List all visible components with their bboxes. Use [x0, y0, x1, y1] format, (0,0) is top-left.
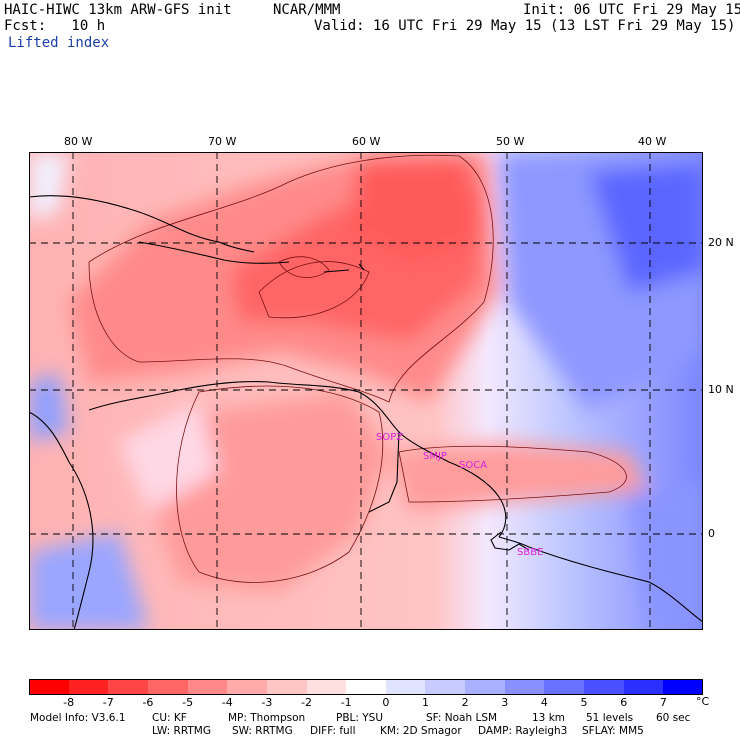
organization-label: NCAR/MMM	[273, 2, 341, 18]
colorbar-tick-label: -4	[221, 696, 233, 709]
colorbar-swatch	[623, 679, 664, 695]
colorbar-tick-label: 1	[421, 696, 429, 709]
valid-time: Valid: 16 UTC Fri 29 May 15 (13 LST Fri …	[314, 18, 736, 34]
colorbar-tick-label: 0	[382, 696, 390, 709]
colorbar-swatch	[306, 679, 347, 695]
colorbar-tick-label: 4	[540, 696, 548, 709]
colorbar-swatch	[584, 679, 625, 695]
lon-label-60w: 60 W	[352, 135, 381, 148]
surface-layer-option: SFLAY: MM5	[582, 725, 644, 737]
lat-label-0: 0	[708, 527, 715, 540]
colorbar-tick-label: 7	[659, 696, 667, 709]
lifted-index-map	[29, 152, 703, 630]
station-label-soca: SOCA	[459, 460, 488, 471]
colorbar-tick-label: -8	[63, 696, 75, 709]
colorbar-swatch	[504, 679, 545, 695]
colorbar-swatch	[187, 679, 228, 695]
longwave-scheme: LW: RRTMG	[152, 725, 211, 737]
colorbar-swatch	[346, 679, 387, 695]
model-info: Model Info: V3.6.1	[30, 712, 126, 724]
surface-scheme: SF: Noah LSM	[426, 712, 498, 724]
colorbar-tick-label: 2	[461, 696, 469, 709]
model-title: HAIC-HIWC 13km ARW-GFS init	[4, 2, 232, 18]
vertical-levels: 51 levels	[586, 712, 634, 724]
colorbar-swatch	[108, 679, 149, 695]
colorbar-swatch	[425, 679, 466, 695]
colorbar-tick-label: 6	[620, 696, 628, 709]
colorbar-tick-label: -3	[261, 696, 273, 709]
cumulus-scheme: CU: KF	[152, 712, 187, 724]
init-time: Init: 06 UTC Fri 29 May 15	[523, 2, 740, 18]
lat-label-20n: 20 N	[708, 236, 734, 249]
colorbar-tick-label: 3	[501, 696, 509, 709]
time-step: 60 sec	[656, 712, 691, 724]
map-frame	[29, 152, 703, 630]
damping-option: DAMP: Rayleigh3	[478, 725, 568, 737]
colorbar-tick-label: -2	[301, 696, 312, 709]
colorbar-swatch	[465, 679, 506, 695]
pbl-scheme: PBL: YSU	[336, 712, 384, 724]
diffusion-option: DIFF: full	[310, 725, 356, 737]
microphysics-scheme: MP: Thompson	[228, 712, 306, 724]
lon-label-80w: 80 W	[64, 135, 93, 148]
colorbar-swatch	[68, 679, 109, 695]
forecast-hour: Fcst: 10 h	[4, 18, 106, 34]
lat-label-10n: 10 N	[708, 383, 734, 396]
station-label-smjp: SMJP	[423, 451, 447, 462]
colorbar-tick-label: 5	[580, 696, 588, 709]
lon-label-70w: 70 W	[208, 135, 237, 148]
colorbar-swatch	[29, 679, 70, 695]
colorbar-tick-label: -7	[102, 696, 114, 709]
station-label-sbbe: SBBE	[517, 547, 544, 558]
colorbar-unit: °C	[696, 695, 710, 708]
shortwave-scheme: SW: RRTMG	[232, 725, 293, 737]
colorbar	[29, 679, 704, 695]
colorbar-swatch	[544, 679, 585, 695]
colorbar-tick-label: -6	[142, 696, 154, 709]
colorbar-swatch	[663, 679, 704, 695]
lon-label-50w: 50 W	[496, 135, 525, 148]
lon-label-40w: 40 W	[638, 135, 667, 148]
grid-spacing: 13 km	[532, 712, 566, 724]
colorbar-swatch	[227, 679, 268, 695]
station-label-sopz: SOPZ	[376, 432, 404, 443]
colorbar-border	[29, 679, 703, 695]
contour-lines	[88, 154, 627, 583]
colorbar-swatch	[147, 679, 189, 695]
lat-lon-grid	[29, 152, 703, 630]
instability-shading	[29, 152, 703, 630]
colorbar-tick-label: -1	[340, 696, 352, 709]
colorbar-swatch	[385, 679, 426, 695]
colorbar-tick-label: -5	[182, 696, 194, 709]
field-name: Lifted index	[8, 35, 110, 51]
colorbar-swatch	[266, 679, 308, 695]
km-option: KM: 2D Smagor	[380, 725, 462, 737]
